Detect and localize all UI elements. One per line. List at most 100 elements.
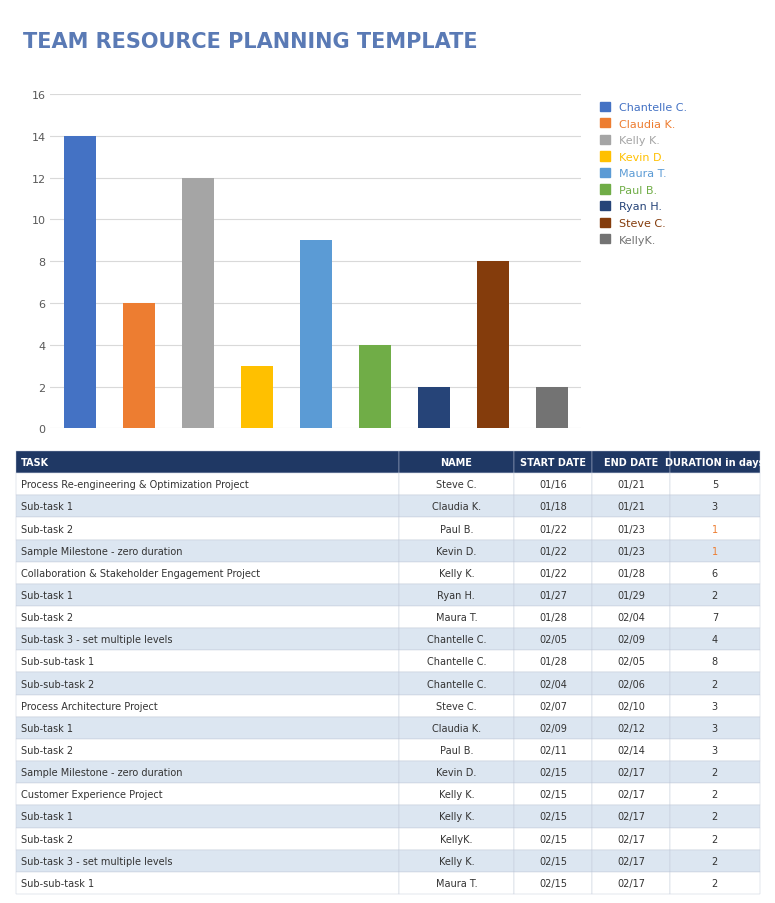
Bar: [16, 850, 398, 872]
Text: Kevin D.: Kevin D.: [436, 768, 477, 777]
Bar: [398, 695, 514, 717]
Bar: [670, 805, 760, 828]
Bar: [398, 517, 514, 540]
Text: 02/17: 02/17: [617, 812, 645, 822]
Bar: [64, 136, 96, 429]
Text: Claudia K.: Claudia K.: [432, 723, 480, 733]
Bar: [122, 303, 155, 429]
Text: 2: 2: [711, 768, 718, 777]
Text: Sub-task 3 - set multiple levels: Sub-task 3 - set multiple levels: [21, 856, 172, 866]
Bar: [670, 517, 760, 540]
Text: 01/22: 01/22: [539, 524, 567, 534]
Bar: [670, 473, 760, 496]
Text: Sub-task 2: Sub-task 2: [21, 745, 73, 755]
Text: 1: 1: [711, 546, 718, 556]
Bar: [670, 717, 760, 739]
Bar: [592, 517, 670, 540]
Bar: [16, 783, 398, 805]
Bar: [16, 739, 398, 761]
Bar: [592, 673, 670, 695]
Bar: [514, 717, 592, 739]
Bar: [398, 827, 514, 850]
Bar: [670, 628, 760, 650]
Text: Chantelle C.: Chantelle C.: [426, 656, 486, 666]
Text: 02/11: 02/11: [539, 745, 567, 755]
Bar: [398, 783, 514, 805]
Text: Customer Experience Project: Customer Experience Project: [21, 789, 162, 799]
Text: 2: 2: [711, 591, 718, 600]
Bar: [670, 783, 760, 805]
Bar: [670, 761, 760, 783]
Bar: [398, 673, 514, 695]
Bar: [592, 850, 670, 872]
Bar: [670, 562, 760, 584]
Bar: [398, 850, 514, 872]
Text: Maura T.: Maura T.: [436, 612, 477, 622]
Text: 02/12: 02/12: [617, 723, 645, 733]
Bar: [398, 739, 514, 761]
Text: Sample Milestone - zero duration: Sample Milestone - zero duration: [21, 546, 182, 556]
Bar: [16, 872, 398, 894]
Text: 3: 3: [711, 745, 718, 755]
Bar: [670, 607, 760, 628]
Text: 02/15: 02/15: [539, 878, 567, 888]
Text: 02/17: 02/17: [617, 878, 645, 888]
Bar: [592, 717, 670, 739]
Text: Chantelle C.: Chantelle C.: [426, 635, 486, 645]
Text: 3: 3: [711, 502, 718, 512]
Text: Paul B.: Paul B.: [439, 745, 473, 755]
Text: 02/17: 02/17: [617, 768, 645, 777]
Text: Chantelle C.: Chantelle C.: [426, 679, 486, 689]
Text: 01/21: 01/21: [617, 502, 645, 512]
Text: Kelly K.: Kelly K.: [439, 812, 474, 822]
Bar: [398, 628, 514, 650]
Text: 02/17: 02/17: [617, 856, 645, 866]
Text: DURATION in days: DURATION in days: [665, 458, 765, 468]
Bar: [16, 761, 398, 783]
Bar: [592, 473, 670, 496]
Text: 2: 2: [711, 833, 718, 843]
Bar: [398, 452, 514, 473]
Bar: [514, 517, 592, 540]
Bar: [398, 761, 514, 783]
Bar: [670, 452, 760, 473]
Bar: [670, 540, 760, 562]
Text: 01/23: 01/23: [617, 524, 645, 534]
Text: 01/21: 01/21: [617, 479, 645, 489]
Text: Sub-task 1: Sub-task 1: [21, 812, 73, 822]
Bar: [514, 650, 592, 673]
Bar: [514, 540, 592, 562]
Text: 02/05: 02/05: [617, 656, 645, 666]
Text: 2: 2: [711, 679, 718, 689]
Text: Kevin D.: Kevin D.: [436, 546, 477, 556]
Bar: [592, 761, 670, 783]
Text: Sub-task 1: Sub-task 1: [21, 723, 73, 733]
Bar: [16, 827, 398, 850]
Bar: [592, 650, 670, 673]
Text: 8: 8: [711, 656, 718, 666]
Text: Sub-task 3 - set multiple levels: Sub-task 3 - set multiple levels: [21, 635, 172, 645]
Bar: [300, 241, 332, 429]
Bar: [16, 473, 398, 496]
Text: Claudia K.: Claudia K.: [432, 502, 480, 512]
Text: END DATE: END DATE: [604, 458, 658, 468]
Bar: [670, 850, 760, 872]
Bar: [16, 496, 398, 518]
Bar: [514, 473, 592, 496]
Text: 02/09: 02/09: [539, 723, 567, 733]
Bar: [514, 584, 592, 607]
Text: Paul B.: Paul B.: [439, 524, 473, 534]
Bar: [670, 695, 760, 717]
Bar: [670, 827, 760, 850]
Bar: [16, 650, 398, 673]
Text: 01/29: 01/29: [617, 591, 645, 600]
Text: Ryan H.: Ryan H.: [437, 591, 475, 600]
Bar: [514, 695, 592, 717]
Text: 02/09: 02/09: [617, 635, 645, 645]
Bar: [514, 783, 592, 805]
Text: 5: 5: [711, 479, 718, 489]
Bar: [398, 562, 514, 584]
Text: 01/16: 01/16: [539, 479, 567, 489]
Text: 02/15: 02/15: [539, 833, 567, 843]
Bar: [398, 496, 514, 518]
